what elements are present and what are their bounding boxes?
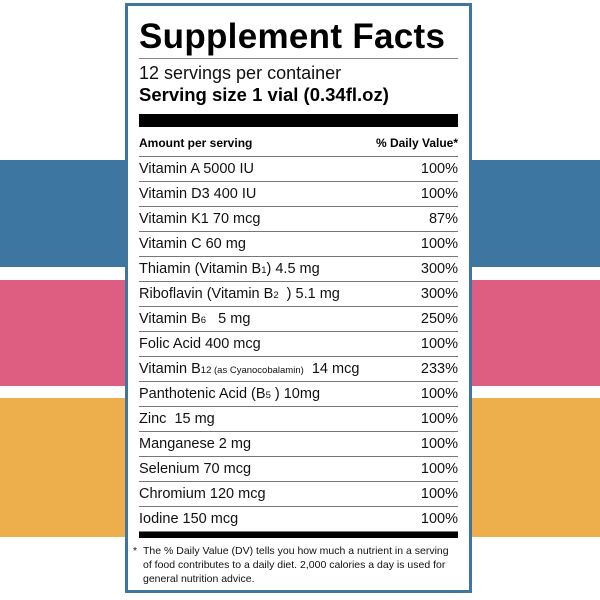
table-row: Vitamin B6 5 mg 250% [139,306,458,331]
nutrient-name: Folic Acid 400 mcg [139,336,261,352]
daily-value-header: % Daily Value* [375,136,458,150]
nutrient-name: Panthotenic Acid (B5 ) 10mg [139,386,320,402]
table-row: Chromium 120 mcg 100% [139,481,458,506]
table-row: Riboflavin (Vitamin B2 ) 5.1 mg 300% [139,281,458,306]
footnote-asterisk: * [133,545,138,557]
nutrient-dv: 100% [420,486,458,502]
title-divider [139,58,458,59]
nutrient-dv: 300% [420,286,458,302]
nutrient-dv: 100% [420,411,458,427]
nutrient-dv: 250% [420,311,458,327]
name-text: ) 4.5 mg [266,261,320,277]
table-row: Folic Acid 400 mcg 100% [139,331,458,356]
nutrient-dv: 100% [420,336,458,352]
table-row: Vitamin K1 70 mcg 87% [139,206,458,231]
amount-per-serving-header: Amount per serving [139,136,253,150]
nutrient-dv: 100% [420,436,458,452]
label-title: Supplement Facts [139,17,446,56]
nutrient-dv: 87% [428,211,458,227]
nutrient-dv: 100% [420,186,458,202]
name-text: ) 10mg [270,386,321,402]
footnote: * The % Daily Value (DV) tells you how m… [133,544,458,586]
nutrient-name: Chromium 120 mcg [139,486,266,502]
nutrient-dv: 100% [420,511,458,527]
nutrient-name: Vitamin B6 5 mg [139,311,250,327]
name-text: 14 mcg [303,361,360,377]
name-subscript: 2 [273,290,279,301]
nutrient-name: Manganese 2 mg [139,436,252,452]
name-subscript: 12 [200,365,212,376]
nutrient-name: Riboflavin (Vitamin B2 ) 5.1 mg [139,286,340,302]
nutrient-dv: 100% [420,386,458,402]
nutrient-name: Vitamin A 5000 IU [139,161,255,177]
nutrient-name: Iodine 150 mcg [139,511,239,527]
nutrient-name: Vitamin K1 70 mcg [139,211,261,227]
table-header: Amount per serving % Daily Value* [139,134,458,152]
name-text: Vitamin B [139,311,201,327]
name-text: ) 5.1 mg [278,286,340,302]
table-row: Vitamin C 60 mg 100% [139,231,458,256]
table-row: Vitamin A 5000 IU 100% [139,156,458,181]
nutrient-name: Vitamin D3 400 IU [139,186,257,202]
nutrient-dv: 300% [420,261,458,277]
nutrient-name: Selenium 70 mcg [139,461,252,477]
name-text: Panthotenic Acid (B [139,386,266,402]
bottom-thick-divider [139,532,458,538]
nutrient-name: Zinc 15 mg [139,411,215,427]
table-row: Panthotenic Acid (B5 ) 10mg 100% [139,381,458,406]
servings-per-container: 12 servings per container [139,63,342,83]
nutrient-dv: 100% [420,461,458,477]
name-text: Vitamin B [139,361,201,377]
name-note: (as Cyanocobalamin) [211,365,304,376]
nutrient-dv: 100% [420,161,458,177]
name-text: 5 mg [206,311,251,327]
table-row: Selenium 70 mcg 100% [139,456,458,481]
table-row: Vitamin B12 (as Cyanocobalamin) 14 mcg 2… [139,356,458,381]
name-text: Thiamin (Vitamin B [139,261,262,277]
table-row: Manganese 2 mg 100% [139,431,458,456]
table-row: Zinc 15 mg 100% [139,406,458,431]
table-row: Thiamin (Vitamin B1) 4.5 mg 300% [139,256,458,281]
table-row: Iodine 150 mcg 100% [139,506,458,532]
name-text: Riboflavin (Vitamin B [139,286,274,302]
name-subscript: 5 [265,390,271,401]
nutrient-table: Vitamin A 5000 IU 100% Vitamin D3 400 IU… [139,156,458,532]
thick-divider [139,114,458,127]
table-row: Vitamin D3 400 IU 100% [139,181,458,206]
serving-size: Serving size 1 vial (0.34fl.oz) [139,84,389,105]
nutrient-dv: 100% [420,236,458,252]
name-subscript: 1 [261,265,267,276]
nutrient-dv: 233% [420,361,458,377]
footnote-text: The % Daily Value (DV) tells you how muc… [143,545,449,585]
nutrient-name: Vitamin C 60 mg [139,236,246,252]
name-subscript: 6 [200,315,207,326]
nutrient-name: Thiamin (Vitamin B1) 4.5 mg [139,261,320,277]
nutrient-name: Vitamin B12 (as Cyanocobalamin) 14 mcg [139,361,359,377]
supplement-facts-label: Supplement Facts 12 servings per contain… [125,3,472,593]
